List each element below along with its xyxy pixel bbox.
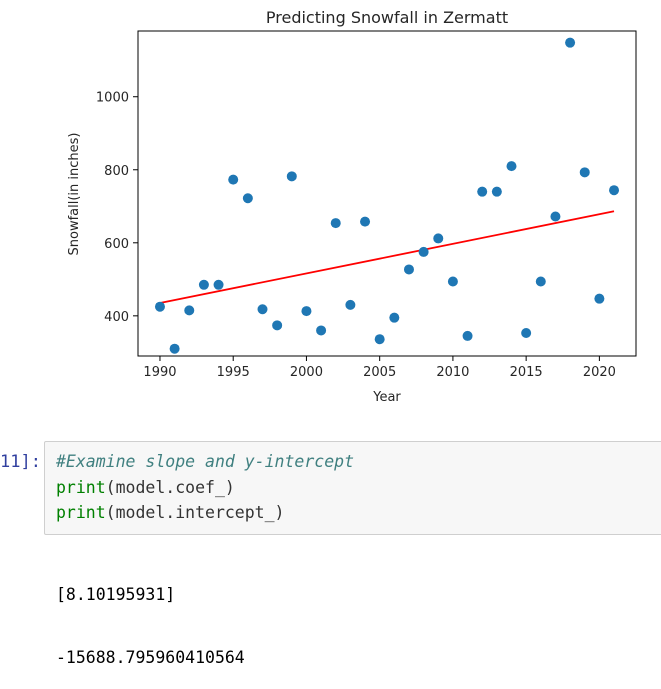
- print-keyword: print: [56, 503, 106, 522]
- data-point: [272, 320, 283, 331]
- data-point: [286, 171, 297, 182]
- data-point: [462, 330, 473, 341]
- data-point: [374, 334, 385, 345]
- code-line-comment: #Examine slope and y-intercept: [56, 452, 354, 471]
- y-axis-label: Snowfall(in inches): [67, 133, 82, 256]
- data-point: [242, 193, 253, 204]
- data-point: [154, 301, 165, 312]
- x-axis: 1990 1995 2000 2005 2010 2015 2020: [143, 356, 616, 380]
- data-point: [418, 246, 429, 257]
- data-point: [184, 305, 195, 316]
- y-tick-label: 800: [104, 164, 129, 179]
- output-intercept: -15688.795960410564: [56, 648, 245, 667]
- data-point: [609, 185, 620, 196]
- data-point: [521, 327, 532, 338]
- data-point: [198, 279, 209, 290]
- data-point: [257, 304, 268, 315]
- x-tick-label: 2015: [510, 365, 543, 380]
- print-keyword: print: [56, 478, 106, 497]
- data-point: [360, 216, 371, 227]
- code-cell-input[interactable]: #Examine slope and y-intercept print(mod…: [44, 441, 661, 535]
- x-tick-label: 2005: [363, 365, 396, 380]
- x-tick-label: 1990: [143, 365, 176, 380]
- data-point: [491, 186, 502, 197]
- data-point: [330, 218, 341, 229]
- chart-title: Predicting Snowfall in Zermatt: [266, 8, 508, 27]
- data-point: [535, 276, 546, 287]
- data-point: [403, 264, 414, 275]
- data-point: [169, 343, 180, 354]
- scatter-chart: Predicting Snowfall in Zermatt 1990 1995 2…: [67, 8, 637, 405]
- data-point: [447, 276, 458, 287]
- code-comment: #Examine slope and y-intercept: [56, 452, 355, 471]
- cell-output: [8.10195931] -15688.795960410564: [56, 544, 245, 689]
- data-point: [550, 211, 561, 222]
- data-point: [228, 174, 239, 185]
- cell-prompt: 11]:: [0, 452, 41, 472]
- regression-line: [159, 210, 615, 304]
- code-line-print-coef: print(model.coef_): [56, 478, 235, 497]
- y-tick-label: 400: [104, 310, 129, 325]
- data-point: [345, 299, 356, 310]
- data-point: [389, 312, 400, 323]
- print-argument: (model.coef_): [105, 478, 235, 497]
- data-point: [579, 167, 590, 178]
- data-point: [316, 325, 327, 336]
- data-point: [594, 293, 605, 304]
- data-point: [565, 37, 576, 48]
- data-point: [433, 233, 444, 244]
- y-tick-label: 1000: [96, 91, 129, 106]
- data-points: [154, 37, 620, 354]
- data-point: [506, 161, 517, 172]
- x-tick-label: 1995: [217, 365, 250, 380]
- data-point: [477, 186, 488, 197]
- x-tick-label: 2010: [436, 365, 469, 380]
- y-tick-label: 600: [104, 237, 129, 252]
- data-point: [301, 306, 312, 317]
- output-coef: [8.10195931]: [56, 585, 176, 604]
- plot-area: [137, 30, 637, 357]
- code-line-print-intercept: print(model.intercept_): [56, 503, 284, 522]
- y-axis: 400 600 800 1000: [96, 91, 138, 325]
- x-tick-label: 2020: [583, 365, 616, 380]
- print-argument: (model.intercept_): [105, 503, 285, 522]
- data-point: [213, 279, 224, 290]
- x-axis-label: Year: [372, 390, 401, 405]
- x-tick-label: 2000: [290, 365, 323, 380]
